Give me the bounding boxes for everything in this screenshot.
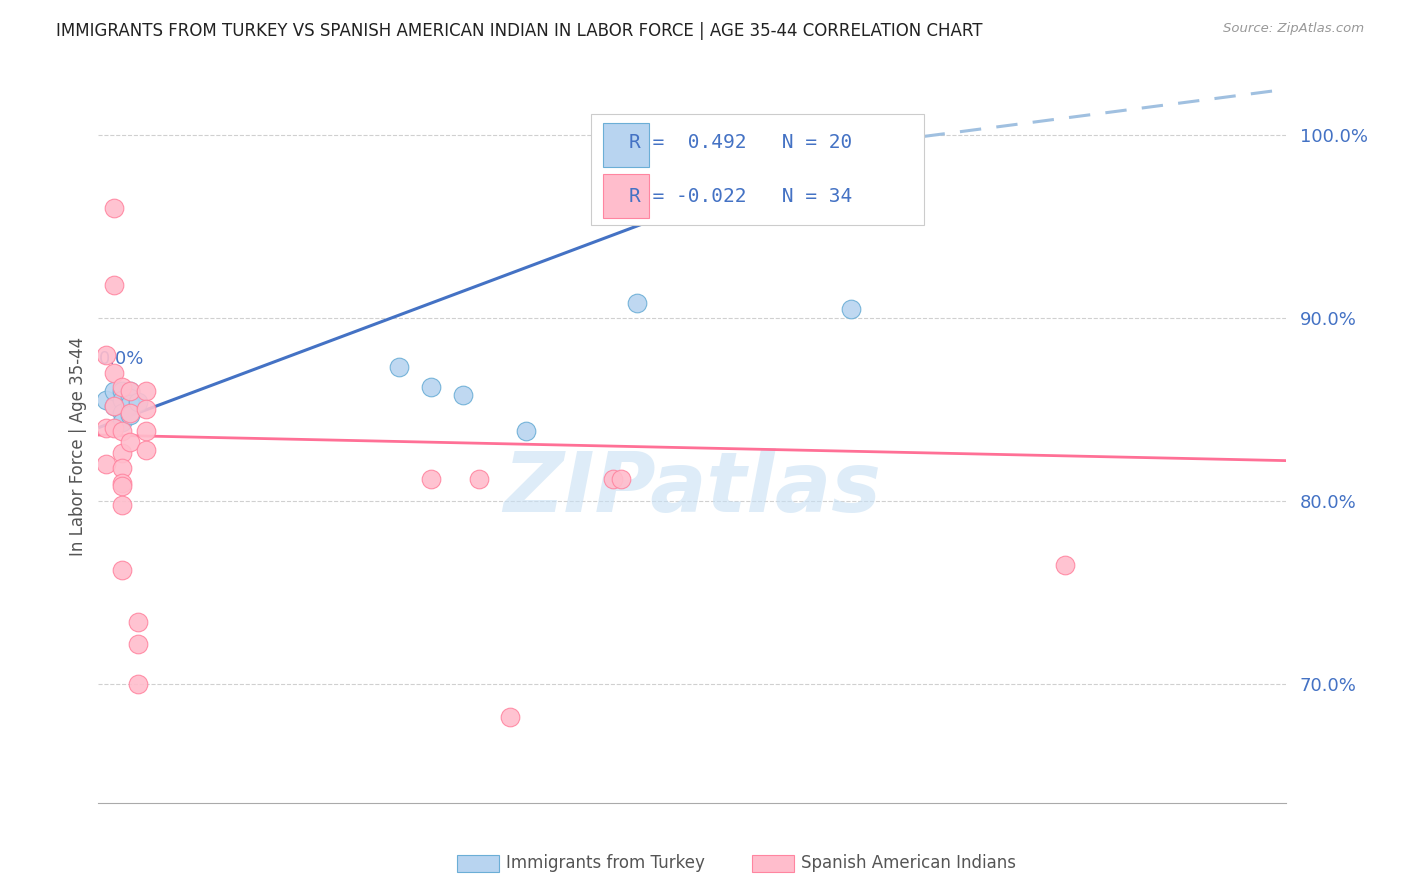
Point <box>111 475 134 490</box>
Point <box>111 415 134 429</box>
Point <box>499 710 522 724</box>
Point <box>111 461 134 475</box>
Point <box>420 472 443 486</box>
Point <box>135 442 157 457</box>
Text: Source: ZipAtlas.com: Source: ZipAtlas.com <box>1223 22 1364 36</box>
Point <box>602 472 624 486</box>
Point <box>626 133 648 147</box>
Point <box>120 384 142 398</box>
Text: R = -0.022   N = 34: R = -0.022 N = 34 <box>630 187 852 206</box>
Point <box>111 380 134 394</box>
Text: Immigrants from Turkey: Immigrants from Turkey <box>506 855 704 872</box>
Point <box>96 420 118 434</box>
Point <box>127 637 149 651</box>
Point <box>467 472 489 486</box>
Point <box>515 425 537 439</box>
Point <box>120 392 142 406</box>
Point <box>111 446 134 460</box>
Point <box>111 393 134 408</box>
Point <box>626 133 648 147</box>
Point <box>135 402 157 417</box>
Point <box>420 380 443 394</box>
Point <box>120 397 142 411</box>
Point <box>120 408 142 422</box>
Point <box>120 435 142 450</box>
Point <box>103 366 125 380</box>
Point <box>135 384 157 398</box>
Point <box>96 393 118 408</box>
Text: IMMIGRANTS FROM TURKEY VS SPANISH AMERICAN INDIAN IN LABOR FORCE | AGE 35-44 COR: IMMIGRANTS FROM TURKEY VS SPANISH AMERIC… <box>56 22 983 40</box>
Point <box>626 296 648 310</box>
Point <box>127 615 149 629</box>
Point <box>135 425 157 439</box>
Point <box>689 133 711 147</box>
Point <box>1053 558 1076 572</box>
Point <box>103 399 125 413</box>
Point <box>111 384 134 398</box>
Point <box>103 277 125 292</box>
Point <box>839 301 862 316</box>
Point <box>120 406 142 420</box>
Point <box>120 384 142 398</box>
Point <box>451 388 474 402</box>
Text: R =  0.492   N = 20: R = 0.492 N = 20 <box>630 133 852 152</box>
Point <box>111 425 134 439</box>
Point <box>127 677 149 691</box>
Point <box>96 347 118 361</box>
Point <box>388 360 411 375</box>
Text: 0.0%: 0.0% <box>98 350 143 368</box>
Point <box>111 479 134 493</box>
Point <box>96 458 118 472</box>
Point <box>103 384 125 398</box>
Point <box>111 563 134 577</box>
Point <box>103 420 125 434</box>
Text: Spanish American Indians: Spanish American Indians <box>801 855 1017 872</box>
Point <box>103 201 125 215</box>
Point <box>103 399 125 413</box>
Point <box>111 406 134 420</box>
Point <box>610 472 633 486</box>
Y-axis label: In Labor Force | Age 35-44: In Labor Force | Age 35-44 <box>69 336 87 556</box>
Point <box>127 395 149 409</box>
Point <box>111 498 134 512</box>
Text: ZIPatlas: ZIPatlas <box>503 449 882 529</box>
